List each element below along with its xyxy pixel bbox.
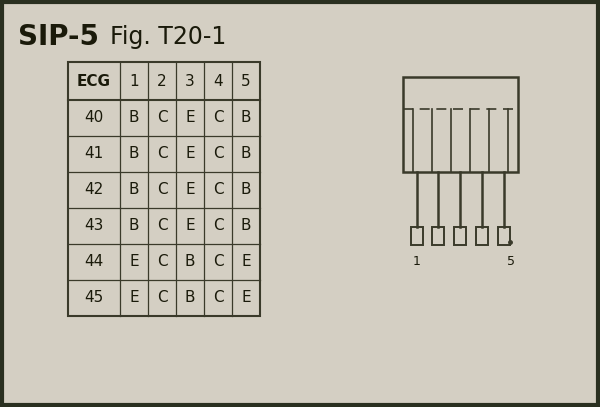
Text: 40: 40: [85, 110, 104, 125]
Text: B: B: [241, 147, 251, 162]
Text: B: B: [185, 254, 195, 269]
Text: 2: 2: [157, 74, 167, 88]
Text: E: E: [241, 254, 251, 269]
Text: C: C: [212, 182, 223, 197]
Text: B: B: [129, 110, 139, 125]
Text: C: C: [157, 110, 167, 125]
Text: Fig. T20-1: Fig. T20-1: [110, 25, 226, 49]
Text: C: C: [157, 291, 167, 306]
Text: C: C: [212, 110, 223, 125]
Bar: [497, 227, 509, 245]
Bar: [403, 77, 517, 172]
Text: SIP-5: SIP-5: [18, 23, 99, 51]
Text: E: E: [185, 110, 195, 125]
Text: ECG: ECG: [77, 74, 111, 88]
Text: 1: 1: [129, 74, 139, 88]
Bar: [454, 227, 466, 245]
Text: 43: 43: [85, 219, 104, 234]
Text: C: C: [157, 182, 167, 197]
Text: B: B: [185, 291, 195, 306]
Text: B: B: [129, 147, 139, 162]
Bar: [432, 227, 444, 245]
Text: E: E: [185, 147, 195, 162]
Text: C: C: [212, 147, 223, 162]
Text: C: C: [157, 147, 167, 162]
Text: 45: 45: [85, 291, 104, 306]
Bar: [68, 62, 260, 316]
Text: B: B: [129, 219, 139, 234]
Text: C: C: [157, 219, 167, 234]
Text: C: C: [212, 219, 223, 234]
Text: 42: 42: [85, 182, 104, 197]
Text: 4: 4: [213, 74, 223, 88]
Text: 44: 44: [85, 254, 104, 269]
Text: E: E: [185, 182, 195, 197]
Text: 3: 3: [185, 74, 195, 88]
Text: B: B: [241, 110, 251, 125]
Text: E: E: [241, 291, 251, 306]
Text: 5: 5: [241, 74, 251, 88]
Text: B: B: [241, 219, 251, 234]
Text: E: E: [185, 219, 195, 234]
Text: C: C: [212, 291, 223, 306]
Bar: [410, 227, 422, 245]
Text: B: B: [241, 182, 251, 197]
Text: C: C: [157, 254, 167, 269]
Text: C: C: [212, 254, 223, 269]
Text: E: E: [129, 291, 139, 306]
Bar: [476, 227, 488, 245]
Text: 1: 1: [413, 255, 421, 268]
Text: E: E: [129, 254, 139, 269]
Text: 5: 5: [508, 255, 515, 268]
Text: B: B: [129, 182, 139, 197]
Text: 41: 41: [85, 147, 104, 162]
